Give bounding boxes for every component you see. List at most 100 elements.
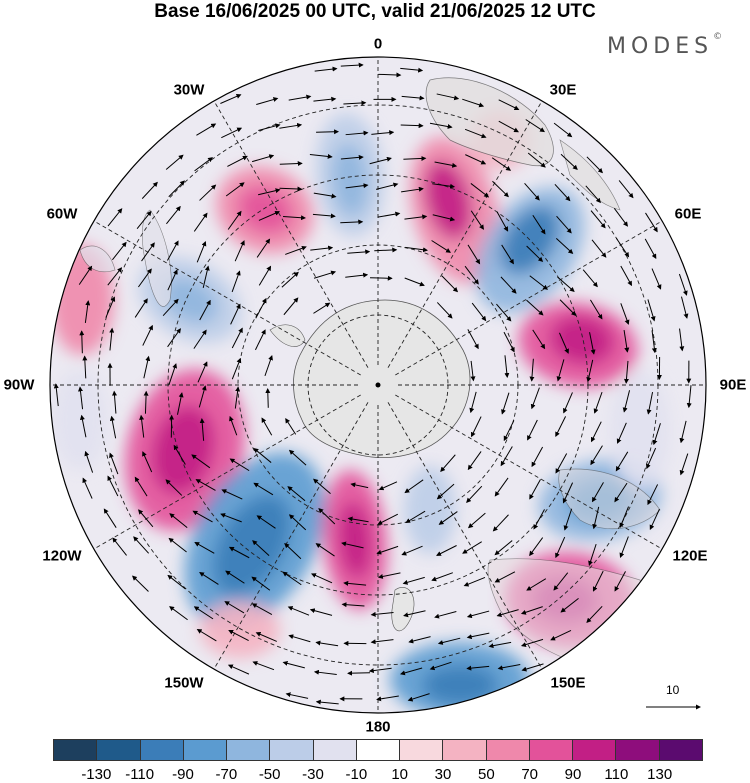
wind-arrow bbox=[231, 357, 242, 380]
wind-arrow bbox=[586, 156, 603, 174]
wind-arrow bbox=[196, 123, 217, 136]
wind-arrow bbox=[441, 275, 459, 293]
wind-arrow bbox=[437, 637, 461, 645]
wind-arrow bbox=[462, 541, 482, 554]
wind-arrow bbox=[165, 154, 184, 170]
wind-arrow bbox=[679, 420, 687, 444]
lon-label-30w: 30W bbox=[173, 81, 205, 99]
wind-arrow bbox=[614, 482, 628, 503]
meridian-line bbox=[93, 394, 361, 550]
wind-arrow bbox=[134, 476, 148, 497]
wind-arrow bbox=[132, 575, 149, 592]
wind-arrow bbox=[622, 390, 631, 413]
wind-arrow bbox=[78, 265, 93, 285]
wind-arrow bbox=[470, 210, 484, 230]
wind-arrow bbox=[251, 154, 275, 163]
wind-arrow bbox=[647, 299, 656, 322]
south-pole-marker bbox=[375, 382, 381, 388]
wind-arrow bbox=[471, 302, 487, 322]
meridian-line bbox=[387, 100, 543, 368]
wind-arrow bbox=[466, 610, 490, 619]
wind-arrow bbox=[377, 572, 401, 579]
wind-arrow bbox=[227, 210, 242, 230]
wind-arrow bbox=[588, 543, 597, 567]
wind-arrow bbox=[313, 478, 331, 494]
wind-arrow bbox=[256, 97, 279, 105]
wind-arrow bbox=[168, 363, 178, 386]
wind-arrow bbox=[496, 303, 512, 322]
wind-arrow bbox=[429, 122, 453, 129]
wind-arrow bbox=[347, 249, 371, 255]
wind-arrow bbox=[310, 573, 333, 584]
anomaly-contour bbox=[200, 602, 280, 658]
wind-arrow bbox=[526, 299, 544, 316]
wind-arrow bbox=[403, 610, 426, 618]
wind-arrow bbox=[167, 269, 178, 291]
wind-arrow bbox=[377, 513, 399, 525]
colorbar-swatch bbox=[659, 739, 703, 761]
wind-arrow bbox=[137, 268, 152, 288]
wind-arrow bbox=[315, 699, 339, 705]
wind-arrow bbox=[527, 419, 538, 441]
wind-arrow bbox=[555, 416, 567, 437]
wind-arrow bbox=[438, 511, 458, 525]
wind-arrow bbox=[464, 128, 487, 139]
wind-arrow bbox=[524, 183, 540, 201]
wind-arrow bbox=[470, 360, 476, 382]
colorbar-swatch bbox=[183, 739, 228, 761]
wind-arrow bbox=[592, 506, 600, 530]
lon-label-30e: 30E bbox=[549, 81, 577, 99]
wind-arrow bbox=[498, 120, 519, 133]
wind-arrow bbox=[678, 273, 688, 296]
wind-arrow bbox=[287, 606, 310, 616]
wind-arrow bbox=[199, 299, 211, 321]
lon-label-60e: 60E bbox=[674, 205, 702, 223]
colorbar-tick-label: -90 bbox=[172, 766, 194, 783]
wind-arrow bbox=[590, 210, 606, 229]
wind-arrow bbox=[378, 481, 398, 491]
meridian-line bbox=[387, 402, 543, 670]
wind-arrow bbox=[312, 213, 336, 219]
colorbar-swatch bbox=[486, 739, 530, 761]
wind-arrow bbox=[142, 324, 153, 346]
wind-arrow bbox=[313, 270, 337, 279]
wind-arrow bbox=[220, 94, 242, 104]
wind-arrow bbox=[529, 275, 548, 290]
wind-arrow bbox=[318, 508, 336, 525]
wind-arrow bbox=[258, 123, 281, 131]
wind-arrow bbox=[620, 303, 630, 325]
wind-arrow bbox=[470, 183, 490, 198]
wind-arrow bbox=[432, 183, 456, 189]
wind-arrow bbox=[555, 536, 566, 559]
wind-arrow bbox=[620, 265, 632, 287]
wind-arrow bbox=[651, 268, 662, 290]
wind-arrow bbox=[401, 186, 424, 193]
wind-arrow bbox=[193, 606, 214, 620]
wind-arrow bbox=[134, 298, 148, 318]
wind-arrow bbox=[107, 267, 123, 286]
wind-arrow bbox=[467, 512, 486, 529]
wind-arrow bbox=[618, 180, 634, 199]
wind-arrow bbox=[310, 245, 334, 251]
wind-arrow bbox=[562, 482, 574, 504]
wind-arrow bbox=[436, 302, 453, 319]
map-title: Base 16/06/2025 00 UTC, valid 21/06/2025… bbox=[154, 1, 596, 22]
colorbar-tick-label: 30 bbox=[434, 766, 452, 783]
meridian-line bbox=[395, 394, 663, 550]
wind-arrow bbox=[404, 214, 428, 220]
wind-arrow bbox=[463, 576, 486, 587]
wind-arrow bbox=[466, 632, 490, 640]
meridian-line bbox=[395, 220, 663, 376]
wind-arrow bbox=[252, 540, 270, 556]
wind-arrow bbox=[264, 355, 273, 377]
wind-arrow bbox=[680, 296, 689, 319]
wind-arrow bbox=[402, 576, 425, 585]
wind-arrow bbox=[288, 449, 307, 466]
wind-arrow bbox=[168, 180, 185, 198]
wind-arrow bbox=[285, 245, 307, 255]
wind-arrow bbox=[615, 237, 630, 258]
wind-arrow bbox=[316, 129, 340, 135]
colorbar-swatch bbox=[616, 739, 660, 761]
wind-arrow bbox=[221, 127, 243, 139]
wind-arrow bbox=[467, 451, 482, 471]
